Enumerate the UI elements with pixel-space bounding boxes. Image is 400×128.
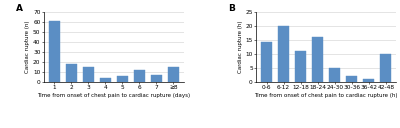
Bar	[295, 51, 306, 82]
Bar	[151, 75, 162, 82]
Bar	[261, 42, 272, 82]
Bar	[168, 67, 179, 82]
Bar	[134, 70, 145, 82]
Bar	[363, 79, 374, 82]
Bar	[346, 76, 357, 82]
Text: A: A	[16, 4, 23, 13]
Bar	[117, 76, 128, 82]
Bar	[83, 67, 94, 82]
Y-axis label: Cardiac rupture (h): Cardiac rupture (h)	[238, 20, 242, 73]
Bar	[329, 68, 340, 82]
Bar	[380, 54, 391, 82]
X-axis label: Time from onset of chest pain to cardiac rupture (days): Time from onset of chest pain to cardiac…	[37, 93, 190, 98]
Text: B: B	[228, 4, 235, 13]
Bar	[66, 64, 77, 82]
Bar	[49, 21, 60, 82]
Bar	[312, 37, 323, 82]
Bar	[100, 78, 111, 82]
Bar	[278, 26, 289, 82]
X-axis label: Time from onset of chest pain to cardiac rupture (h): Time from onset of chest pain to cardiac…	[254, 93, 398, 98]
Y-axis label: Cardiac rupture (n): Cardiac rupture (n)	[25, 20, 30, 73]
